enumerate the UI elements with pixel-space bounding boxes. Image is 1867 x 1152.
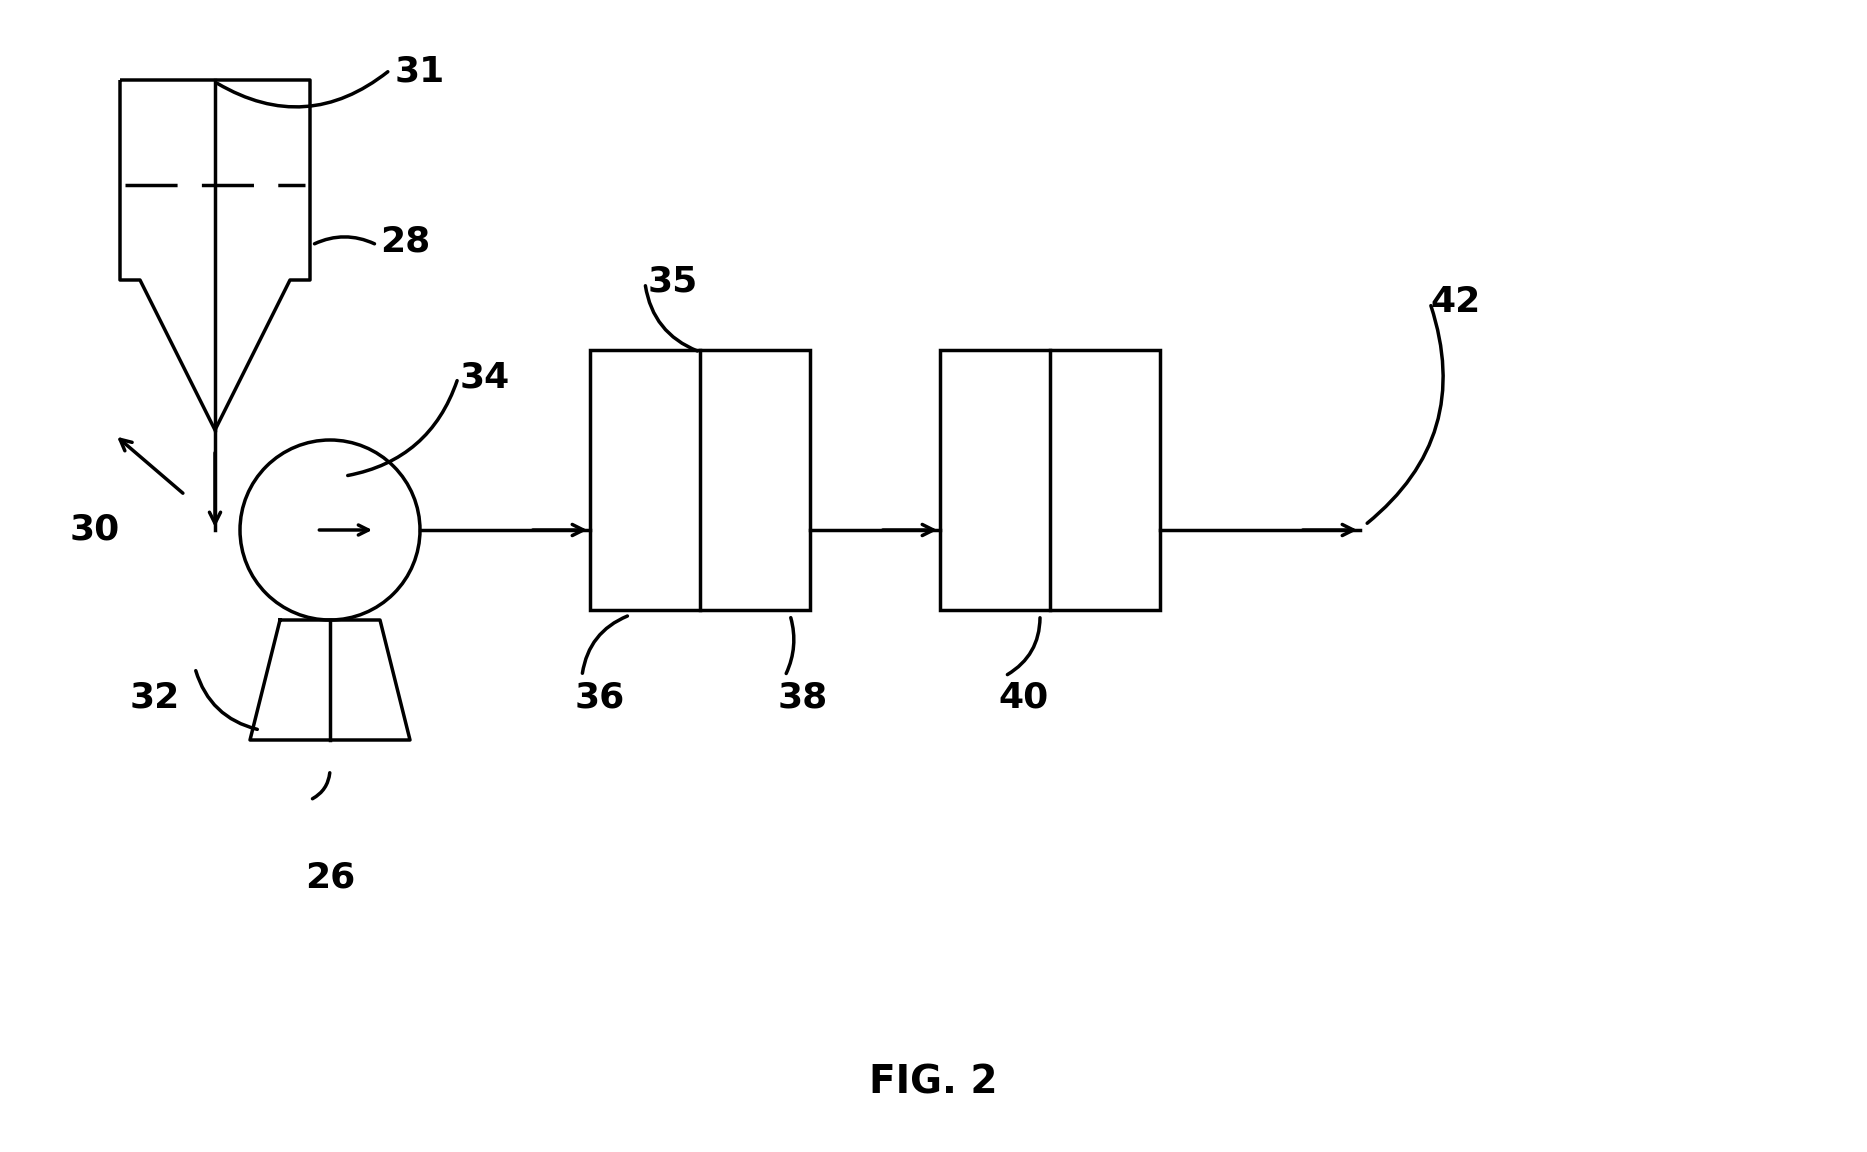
Text: 40: 40: [999, 680, 1047, 714]
Text: FIG. 2: FIG. 2: [870, 1063, 997, 1101]
Bar: [590, 350, 810, 611]
Text: 36: 36: [575, 680, 625, 714]
Text: 26: 26: [304, 861, 355, 894]
Text: 30: 30: [69, 513, 119, 547]
Text: 28: 28: [381, 225, 429, 259]
Text: 35: 35: [648, 265, 698, 300]
Text: 32: 32: [129, 680, 179, 714]
Bar: [939, 350, 1159, 611]
Text: 38: 38: [779, 680, 829, 714]
Text: 31: 31: [396, 55, 444, 89]
Text: 42: 42: [1430, 285, 1481, 319]
Text: 34: 34: [459, 359, 510, 394]
